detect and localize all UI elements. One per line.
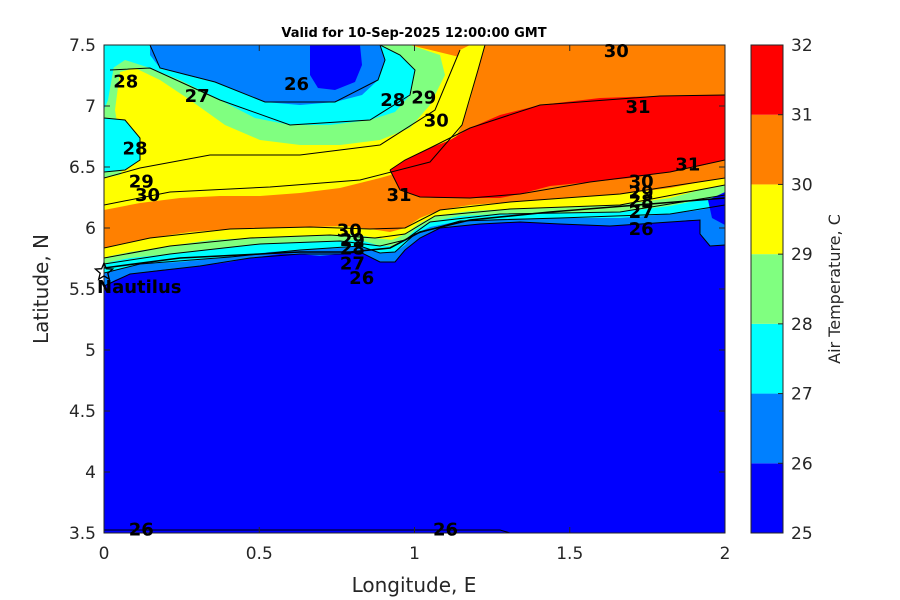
y-tick-label: 5 xyxy=(85,341,96,361)
contour-label: 30 xyxy=(604,41,629,62)
contour-line-coastline xyxy=(104,197,725,269)
contour-line-30-upper xyxy=(104,45,486,206)
contour-label: 27 xyxy=(340,253,365,274)
contour-line-30-coast xyxy=(104,177,725,249)
contour-label: 29 xyxy=(629,183,654,204)
colorbar-tick-label: 29 xyxy=(791,245,813,265)
contour-label: 28 xyxy=(380,90,405,111)
station-label: Nautilus xyxy=(97,277,182,298)
contour-label: 26 xyxy=(129,519,154,540)
contour-label: 29 xyxy=(340,230,365,251)
y-axis: 3.5 4 4.5 5 5.5 6 6.5 7 7.5 xyxy=(69,36,725,544)
contour-label: 26 xyxy=(433,519,458,540)
colorbar-tick-label: 32 xyxy=(791,36,813,56)
colorbar-tick-label: 27 xyxy=(791,385,813,405)
band-31-32 xyxy=(390,95,725,198)
station-star-icon xyxy=(93,261,115,281)
x-tick-label: 1 xyxy=(409,544,420,564)
contour-label: 31 xyxy=(386,185,411,206)
contour-label: 31 xyxy=(675,155,700,176)
y-tick-label: 3.5 xyxy=(69,524,96,544)
contour-label: 29 xyxy=(411,87,436,108)
y-tick-label: 6 xyxy=(85,219,96,239)
y-axis-label: Latitude, N xyxy=(29,234,53,344)
colorbar-frame xyxy=(750,44,784,534)
band-top-dark xyxy=(310,45,362,90)
contour-label: 30 xyxy=(629,172,654,193)
x-tick-label: 0.5 xyxy=(246,544,273,564)
contour-label: 29 xyxy=(129,172,154,193)
contour-line-29-coast xyxy=(104,184,725,259)
x-tick-label: 2 xyxy=(720,544,731,564)
y-tick-label: 7 xyxy=(85,97,96,117)
y-tick-label: 5.5 xyxy=(69,280,96,300)
contour-label: 26 xyxy=(349,268,374,289)
contour-line-27-coast xyxy=(104,204,725,274)
colorbar-segment xyxy=(751,184,783,255)
colorbar-tick-label: 31 xyxy=(791,106,813,126)
contour-line-28-upper xyxy=(104,117,141,173)
colorbar-segment xyxy=(751,323,783,394)
contour-line-26-bottom xyxy=(104,529,511,533)
colorbar-segment xyxy=(751,393,783,464)
colorbar-label: Air Temperature, C xyxy=(825,214,844,364)
contour-line-27-upper xyxy=(109,45,416,126)
x-tick-label: 1.5 xyxy=(556,544,583,564)
band-left-yellow xyxy=(104,45,485,205)
contour-label: 27 xyxy=(185,86,210,107)
contour-label: 28 xyxy=(629,191,654,212)
coast-pocket-mid xyxy=(488,228,508,235)
colorbar-segment xyxy=(751,254,783,324)
contour-label: 30 xyxy=(337,220,362,241)
station-marker-group: Nautilus xyxy=(93,261,182,298)
contour-label: 31 xyxy=(626,97,651,118)
x-tick-label: 0 xyxy=(99,544,110,564)
colorbar-segment xyxy=(751,463,783,533)
contour-label: 30 xyxy=(424,111,449,132)
colorbar-tick-label: 25 xyxy=(791,524,813,544)
x-axis: 0 0.5 1 1.5 2 xyxy=(99,45,731,564)
y-tick-label: 7.5 xyxy=(69,36,96,56)
contour-line-29-upper xyxy=(104,49,461,179)
contour-line-28-coast xyxy=(104,194,725,265)
contour-line-26-upper xyxy=(149,45,386,103)
colorbar-segment xyxy=(751,114,783,185)
contour-label: 30 xyxy=(135,185,160,206)
contour-label: 27 xyxy=(629,202,654,223)
contour-line-26-coast xyxy=(104,219,725,287)
y-tick-label: 6.5 xyxy=(69,158,96,178)
colorbar: 25 26 27 28 29 30 31 32 xyxy=(750,36,813,544)
colorbar-tick-label: 30 xyxy=(791,175,813,195)
colorbar-tick-label: 28 xyxy=(791,315,813,335)
contour-label: 28 xyxy=(340,239,365,260)
coast-pocket-right xyxy=(708,192,725,225)
contour-label: 28 xyxy=(123,139,148,160)
contour-line-layer xyxy=(104,45,725,533)
colorbar-segment xyxy=(751,45,783,115)
y-tick-label: 4.5 xyxy=(69,402,96,422)
colorbar-tick-label: 26 xyxy=(791,454,813,474)
contour-label: 26 xyxy=(284,74,309,95)
y-tick-label: 4 xyxy=(85,463,96,483)
contour-label: 26 xyxy=(629,219,654,240)
x-axis-label: Longitude, E xyxy=(352,573,477,597)
contour-label: 28 xyxy=(113,72,138,93)
chart-title: Valid for 10-Sep-2025 12:00:00 GMT xyxy=(281,26,546,41)
contour-line-31 xyxy=(389,94,725,199)
